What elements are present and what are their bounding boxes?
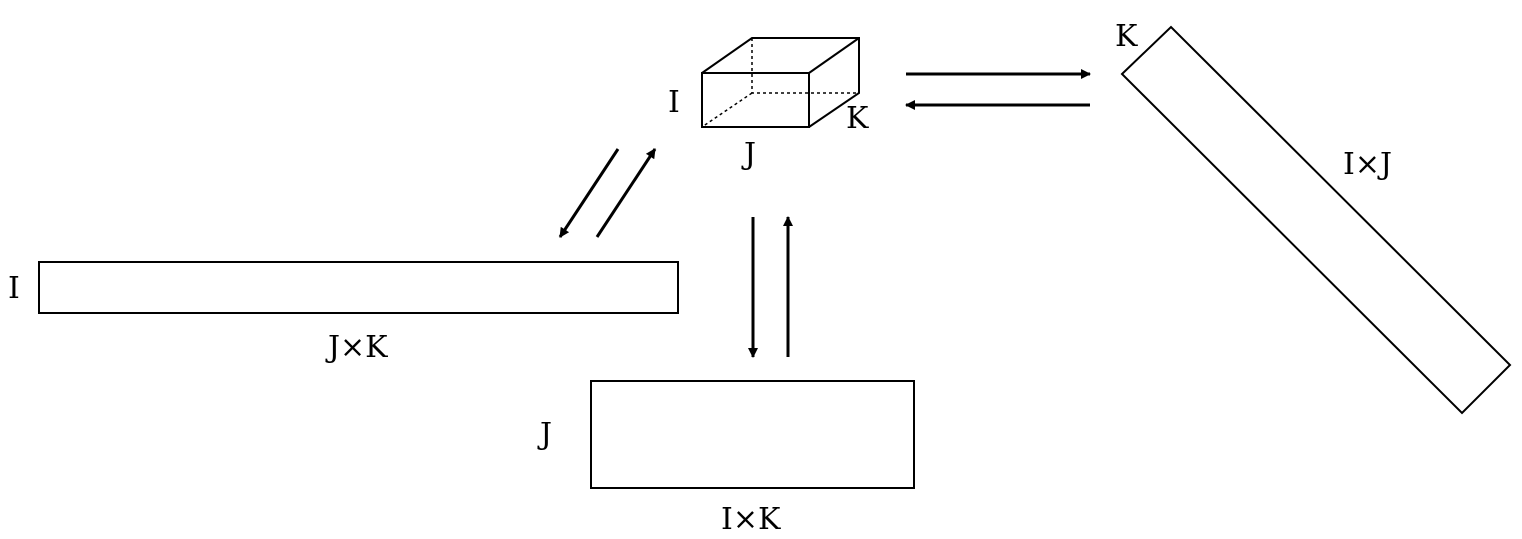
unfold-mode3-row-label: K: [1115, 19, 1138, 54]
tensor-label-i: I: [668, 85, 680, 120]
unfold-mode2-col-label: I×K: [721, 502, 781, 537]
cube-front-face: [701, 72, 810, 128]
cube-hidden-diagonal: [701, 92, 753, 128]
unfold-mode1-row-label: I: [8, 271, 20, 306]
unfold-mode1-matrix: [38, 261, 679, 314]
arrow-to-mode1: [558, 148, 620, 238]
tensor-label-j: J: [741, 137, 756, 172]
tensor-label-k: K: [846, 101, 869, 136]
cube-hidden-edges: [751, 38, 859, 94]
cube-top-right-edge: [808, 37, 860, 74]
unfold-mode3-matrix: [1120, 25, 1512, 415]
cube-back-edges: [701, 37, 860, 128]
arrow-from-mode1: [595, 148, 657, 238]
unfold-mode3-col-label: I×J: [1343, 147, 1392, 182]
unfold-mode1-col-label: J×K: [325, 330, 388, 365]
unfold-mode2-row-label: J: [537, 417, 552, 452]
tensor-cube: [701, 37, 860, 128]
unfold-mode2-matrix: [590, 380, 915, 489]
